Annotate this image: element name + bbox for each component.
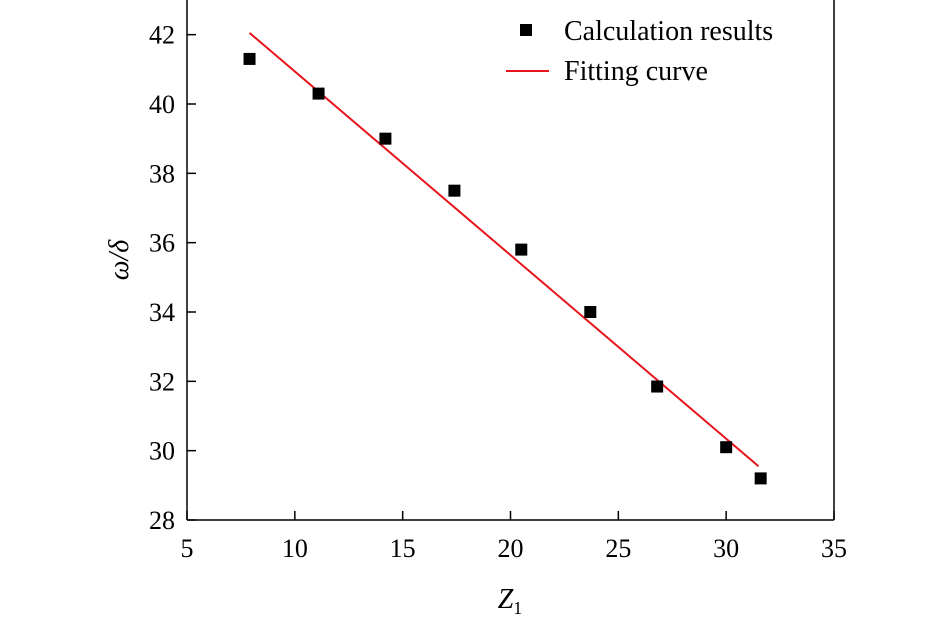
data-point-7 (651, 380, 664, 393)
legend: Calculation results Fitting curve (506, 16, 773, 87)
data-point-5 (515, 243, 528, 256)
data-point-1 (243, 52, 256, 65)
x-tick-label-20: 20 (498, 534, 524, 563)
x-tick-label-25: 25 (605, 534, 631, 563)
x-axis-title: Z1 (498, 584, 523, 618)
x-tick-label-10: 10 (282, 534, 308, 563)
points-layer (243, 52, 767, 485)
y-tick-label-34: 34 (149, 298, 175, 327)
y-tick-label-42: 42 (149, 21, 175, 50)
y-axis-title: ω/δ (104, 239, 135, 281)
y-tick-label-30: 30 (149, 437, 175, 466)
y-tick-label-32: 32 (149, 367, 175, 396)
fit-layer (248, 32, 760, 468)
data-point-3 (379, 132, 392, 145)
legend-label-calculation-results: Calculation results (564, 16, 773, 47)
legend-label-fitting-curve: Fitting curve (564, 56, 708, 87)
y-tick-label-36: 36 (149, 229, 175, 258)
y-tick-label-38: 38 (149, 159, 175, 188)
y-tick-label-28: 28 (149, 506, 175, 535)
fitting-curve-line (248, 32, 760, 468)
x-tick-label-35: 35 (821, 534, 847, 563)
data-point-4 (448, 184, 461, 197)
y-ticks: 28 30 32 34 36 38 40 42 (149, 21, 196, 535)
y-tick-label-40: 40 (149, 90, 175, 119)
x-tick-label-30: 30 (713, 534, 739, 563)
plot-frame (186, 0, 835, 521)
data-point-6 (584, 306, 597, 318)
x-ticks: 5 10 15 20 25 30 35 (181, 511, 847, 563)
legend-marker-calculation-results (520, 24, 532, 36)
x-tick-label-5: 5 (181, 534, 194, 563)
data-point-8 (720, 441, 733, 454)
x-axis-title-main: Z (498, 584, 514, 615)
x-tick-label-15: 15 (390, 534, 416, 563)
x-axis-title-subscript: 1 (513, 598, 522, 618)
data-point-2 (312, 87, 325, 100)
data-point-9 (754, 472, 767, 485)
